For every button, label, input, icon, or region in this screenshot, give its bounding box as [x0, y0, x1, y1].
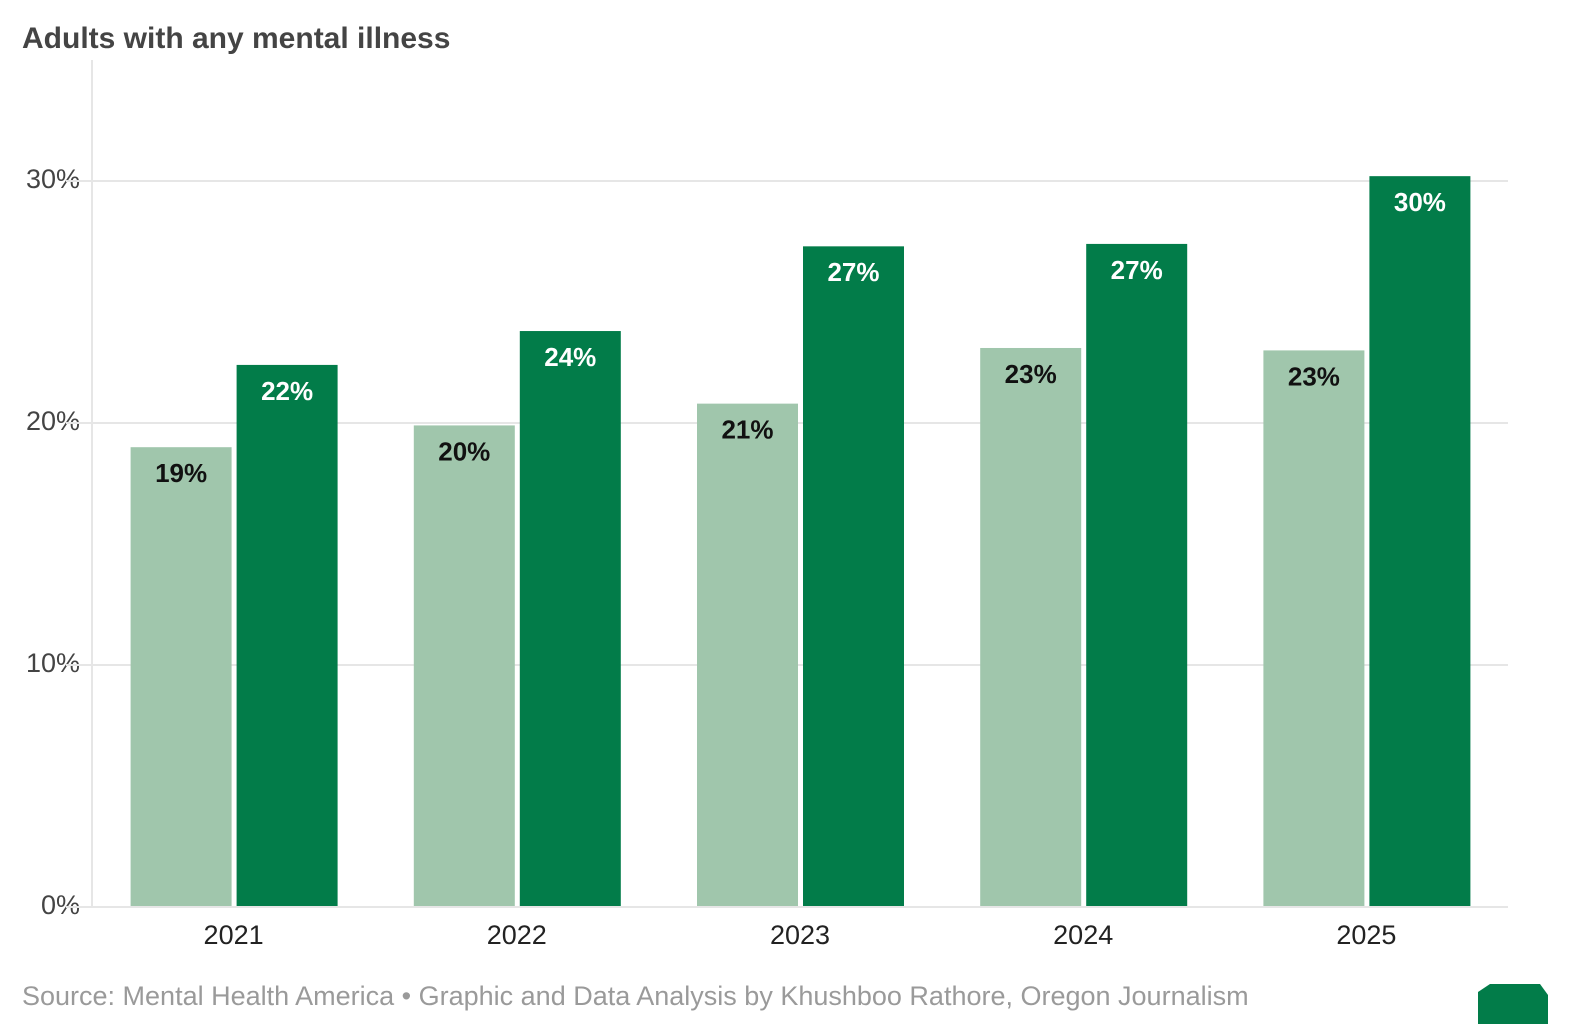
value-label: 21% [721, 415, 773, 445]
chart-title: Adults with any mental illness [22, 22, 450, 55]
source-note: Source: Mental Health America • Graphic … [22, 981, 1249, 1011]
bar [519, 331, 621, 907]
bar [980, 347, 1082, 908]
y-tick-label: 30% [26, 164, 80, 194]
x-tick-label: 2021 [204, 920, 264, 950]
value-label: 27% [1111, 255, 1163, 285]
y-tick-label: 10% [26, 648, 80, 678]
logo [1478, 984, 1548, 1024]
bar [413, 425, 515, 907]
bar [1369, 176, 1471, 907]
value-label: 27% [827, 257, 879, 287]
value-label: 30% [1394, 187, 1446, 217]
y-tick-label: 20% [26, 406, 80, 436]
value-label: 24% [544, 342, 596, 372]
value-label: 19% [155, 458, 207, 488]
bar [236, 364, 338, 907]
value-label: 22% [261, 376, 313, 406]
x-tick-label: 2022 [487, 920, 547, 950]
bar [697, 403, 798, 907]
x-tick-label: 2025 [1336, 920, 1396, 950]
y-tick-label: 0% [41, 890, 80, 920]
bar [130, 447, 232, 907]
value-label: 23% [1005, 359, 1057, 389]
value-label: 20% [438, 436, 490, 466]
x-tick-label: 2023 [770, 920, 830, 950]
bar [803, 246, 904, 908]
x-tick-label: 2024 [1053, 920, 1113, 950]
bar [1263, 350, 1365, 907]
value-label: 23% [1288, 361, 1340, 391]
bar [1086, 243, 1188, 908]
